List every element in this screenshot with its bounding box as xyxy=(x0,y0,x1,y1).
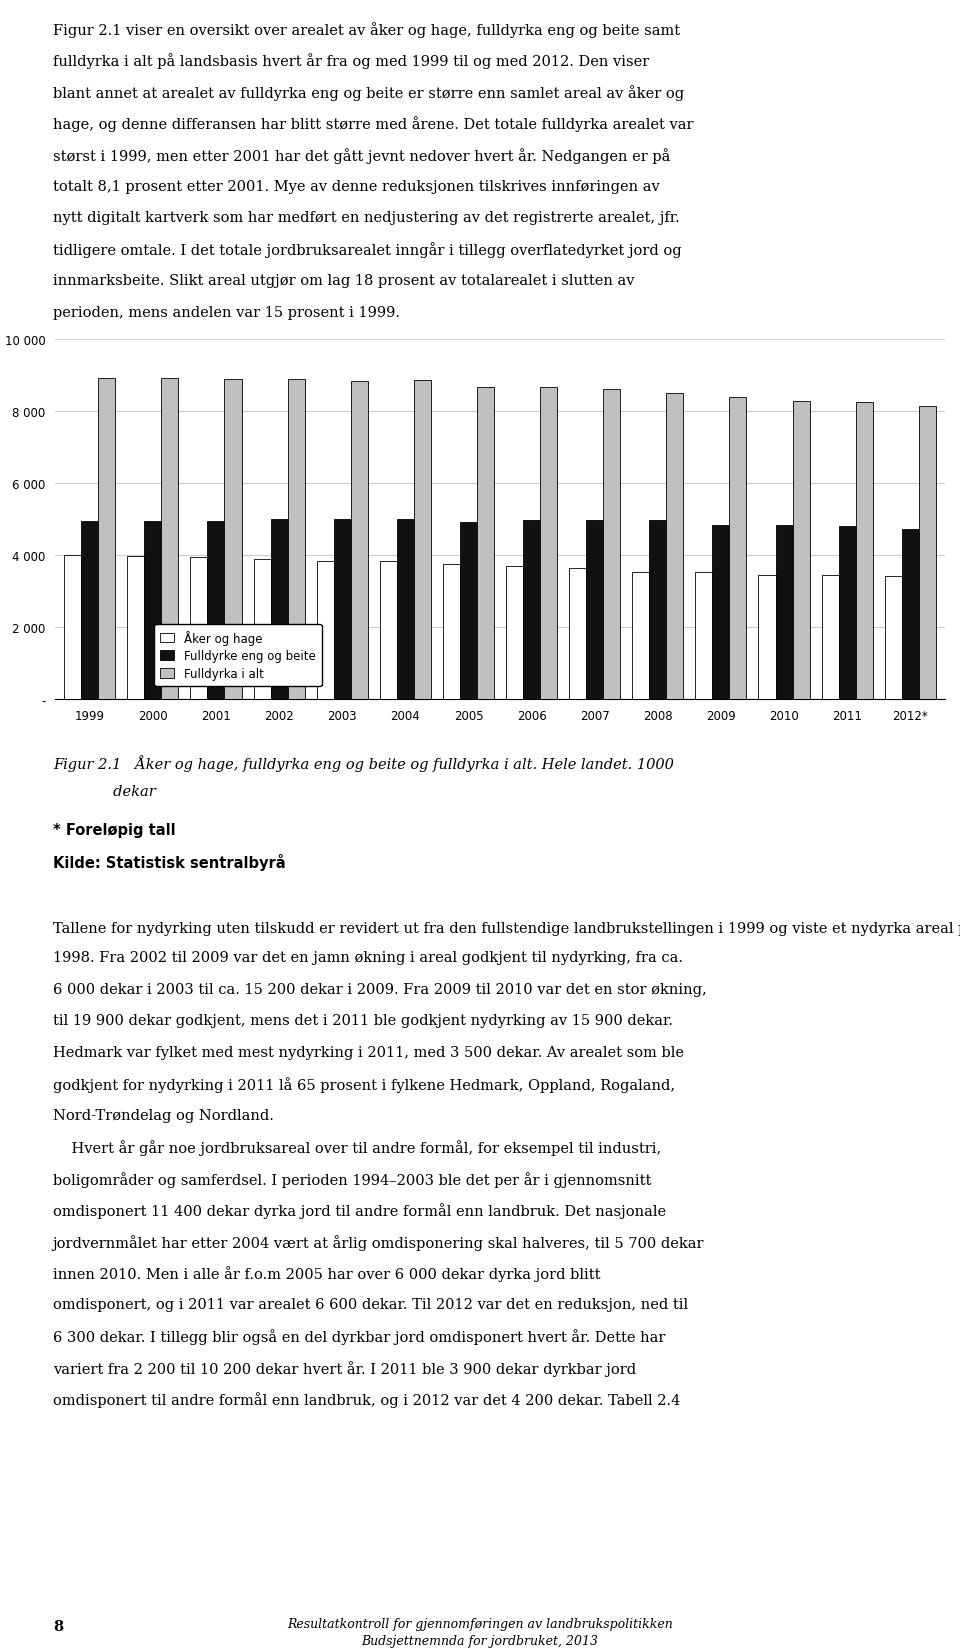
Text: 6 000 dekar i 2003 til ca. 15 200 dekar i 2009. Fra 2009 til 2010 var det en sto: 6 000 dekar i 2003 til ca. 15 200 dekar … xyxy=(53,982,707,997)
Bar xyxy=(207,522,225,699)
Bar xyxy=(919,407,936,699)
Text: jordvernmålet har etter 2004 vært at årlig omdisponering skal halveres, til 5 70: jordvernmålet har etter 2004 vært at årl… xyxy=(53,1234,705,1251)
Text: 6 300 dekar. I tillegg blir også en del dyrkbar jord omdisponert hvert år. Dette: 6 300 dekar. I tillegg blir også en del … xyxy=(53,1328,665,1345)
Text: omdisponert 11 400 dekar dyrka jord til andre formål enn landbruk. Det nasjonale: omdisponert 11 400 dekar dyrka jord til … xyxy=(53,1203,666,1218)
Bar xyxy=(633,574,649,699)
Bar xyxy=(161,379,179,699)
Text: omdisponert, og i 2011 var arealet 6 600 dekar. Til 2012 var det en reduksjon, n: omdisponert, og i 2011 var arealet 6 600… xyxy=(53,1297,688,1312)
Bar xyxy=(603,391,620,699)
Text: variert fra 2 200 til 10 200 dekar hvert år. I 2011 ble 3 900 dekar dyrkbar jord: variert fra 2 200 til 10 200 dekar hvert… xyxy=(53,1360,636,1376)
Text: omdisponert til andre formål enn landbruk, og i 2012 var det 4 200 dekar. Tabell: omdisponert til andre formål enn landbru… xyxy=(53,1391,681,1407)
Bar xyxy=(144,522,161,699)
Text: blant annet at arealet av fulldyrka eng og beite er større enn samlet areal av å: blant annet at arealet av fulldyrka eng … xyxy=(53,86,684,101)
Bar xyxy=(253,560,271,699)
Text: dekar: dekar xyxy=(53,784,156,799)
Bar xyxy=(317,562,334,699)
Text: fulldyrka i alt på landsbasis hvert år fra og med 1999 til og med 2012. Den vise: fulldyrka i alt på landsbasis hvert år f… xyxy=(53,53,649,69)
Text: 8: 8 xyxy=(53,1618,63,1633)
Legend: Åker og hage, Fulldyrke eng og beite, Fulldyrka i alt: Åker og hage, Fulldyrke eng og beite, Fu… xyxy=(155,625,322,687)
Text: størst i 1999, men etter 2001 har det gått jevnt nedover hvert år. Nedgangen er : størst i 1999, men etter 2001 har det gå… xyxy=(53,148,670,163)
Bar xyxy=(64,555,82,699)
Text: Nord-Trøndelag og Nordland.: Nord-Trøndelag og Nordland. xyxy=(53,1109,274,1122)
Bar xyxy=(901,529,919,699)
Bar xyxy=(523,521,540,699)
Text: Kilde: Statistisk sentralbyrå: Kilde: Statistisk sentralbyrå xyxy=(53,854,285,870)
Bar xyxy=(506,567,523,699)
Bar xyxy=(288,381,304,699)
Bar xyxy=(712,526,730,699)
Bar xyxy=(225,379,242,699)
Text: Figur 2.1 viser en oversikt over arealet av åker og hage, fulldyrka eng og beite: Figur 2.1 viser en oversikt over arealet… xyxy=(53,21,680,38)
Bar xyxy=(271,519,288,699)
Text: 1998. Fra 2002 til 2009 var det en jamn økning i areal godkjent til nydyrking, f: 1998. Fra 2002 til 2009 var det en jamn … xyxy=(53,951,683,966)
Bar xyxy=(443,565,460,699)
Bar xyxy=(334,519,350,699)
Text: totalt 8,1 prosent etter 2001. Mye av denne reduksjonen tilskrives innføringen a: totalt 8,1 prosent etter 2001. Mye av de… xyxy=(53,180,660,193)
Text: Resultatkontroll for gjennomføringen av landbrukspolitikken: Resultatkontroll for gjennomføringen av … xyxy=(287,1617,673,1630)
Text: perioden, mens andelen var 15 prosent i 1999.: perioden, mens andelen var 15 prosent i … xyxy=(53,305,399,320)
Bar xyxy=(414,381,431,699)
Bar xyxy=(885,577,901,699)
Text: Hvert år går noe jordbruksareal over til andre formål, for eksempel til industri: Hvert år går noe jordbruksareal over til… xyxy=(53,1140,661,1155)
Text: Tallene for nydyrking uten tilskudd er revidert ut fra den fullstendige landbruk: Tallene for nydyrking uten tilskudd er r… xyxy=(53,920,960,936)
Bar xyxy=(190,557,207,699)
Bar xyxy=(695,572,712,699)
Bar xyxy=(380,562,396,699)
Text: innen 2010. Men i alle år f.o.m 2005 har over 6 000 dekar dyrka jord blitt: innen 2010. Men i alle år f.o.m 2005 har… xyxy=(53,1266,600,1282)
Text: hage, og denne differansen har blitt større med årene. Det totale fulldyrka area: hage, og denne differansen har blitt stø… xyxy=(53,117,693,132)
Text: godkjent for nydyrking i 2011 lå 65 prosent i fylkene Hedmark, Oppland, Rogaland: godkjent for nydyrking i 2011 lå 65 pros… xyxy=(53,1076,675,1093)
Bar xyxy=(855,404,873,699)
Bar xyxy=(82,522,98,699)
Bar xyxy=(649,521,666,699)
Text: Figur 2.1   Åker og hage, fulldyrka eng og beite og fulldyrka i alt. Hele landet: Figur 2.1 Åker og hage, fulldyrka eng og… xyxy=(53,755,674,771)
Bar xyxy=(98,379,115,699)
Text: boligområder og samferdsel. I perioden 1994–2003 ble det per år i gjennomsnitt: boligområder og samferdsel. I perioden 1… xyxy=(53,1172,651,1187)
Bar xyxy=(128,557,144,699)
Text: tidligere omtale. I det totale jordbruksarealet inngår i tillegg overflatedyrket: tidligere omtale. I det totale jordbruks… xyxy=(53,242,682,259)
Bar xyxy=(793,402,809,699)
Bar xyxy=(730,399,747,699)
Text: nytt digitalt kartverk som har medført en nedjustering av det registrerte areale: nytt digitalt kartverk som har medført e… xyxy=(53,211,680,224)
Bar xyxy=(666,394,684,699)
Text: innmarksbeite. Slikt areal utgjør om lag 18 prosent av totalarealet i slutten av: innmarksbeite. Slikt areal utgjør om lag… xyxy=(53,274,635,288)
Bar xyxy=(350,382,368,699)
Bar xyxy=(460,522,477,699)
Text: til 19 900 dekar godkjent, mens det i 2011 ble godkjent nydyrking av 15 900 deka: til 19 900 dekar godkjent, mens det i 20… xyxy=(53,1014,673,1028)
Bar xyxy=(540,387,557,699)
Text: * Foreløpig tall: * Foreløpig tall xyxy=(53,822,176,837)
Bar xyxy=(569,569,587,699)
Text: Hedmark var fylket med mest nydyrking i 2011, med 3 500 dekar. Av arealet som bl: Hedmark var fylket med mest nydyrking i … xyxy=(53,1045,684,1060)
Bar xyxy=(758,575,776,699)
Bar xyxy=(396,519,414,699)
Text: Budsjettnemnda for jordbruket, 2013: Budsjettnemnda for jordbruket, 2013 xyxy=(362,1635,598,1646)
Bar xyxy=(587,521,603,699)
Bar xyxy=(822,575,839,699)
Bar xyxy=(477,387,494,699)
Bar xyxy=(839,527,855,699)
Bar xyxy=(776,526,793,699)
